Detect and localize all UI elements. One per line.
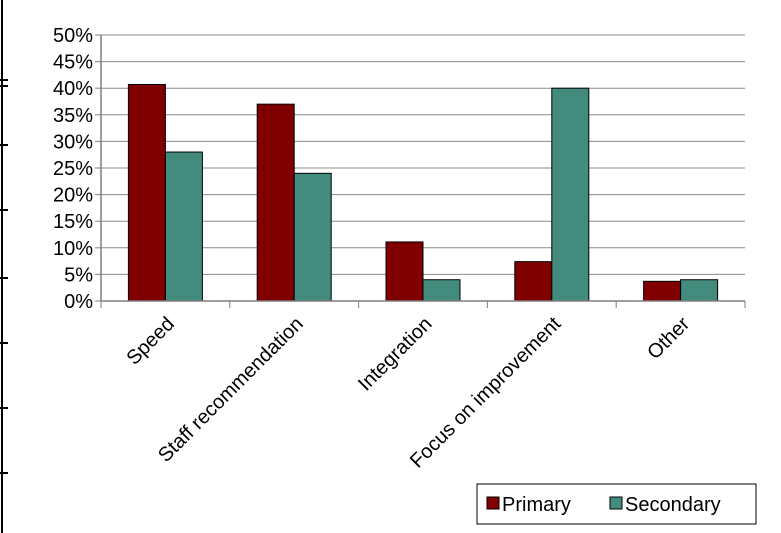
bar-secondary-4 — [680, 279, 719, 302]
bar-primary-3 — [514, 261, 553, 302]
y-tick-label: 5% — [64, 264, 93, 286]
y-axis-tick-labels: 0% 5% 10% 15% 20% 25% 30% 35% 40% 45% 50% — [53, 25, 101, 313]
category-label: Staff recommendation — [154, 313, 308, 467]
y-tick-label: 10% — [53, 238, 93, 260]
legend-label-secondary: Secondary — [625, 494, 721, 516]
gridlines — [101, 34, 745, 275]
y-tick-label: 0% — [64, 291, 93, 313]
left-edge-fragments — [0, 0, 8, 533]
y-tick-label: 35% — [53, 105, 93, 127]
y-tick-label: 40% — [53, 78, 93, 100]
bar-secondary-2 — [422, 279, 461, 302]
bar-secondary-1 — [293, 172, 332, 302]
legend-swatch-primary — [486, 496, 500, 510]
bar-primary-4 — [643, 280, 682, 302]
plot-area: 0% 5% 10% 15% 20% 25% 30% 35% 40% 45% 50% SpeedSta… — [53, 25, 746, 473]
legend-swatch-secondary — [609, 496, 623, 510]
y-tick-label: 50% — [53, 25, 93, 47]
bar-primary-0 — [127, 83, 166, 302]
y-tick-label: 45% — [53, 52, 93, 74]
bar-primary-2 — [385, 241, 424, 302]
bars — [127, 83, 719, 302]
category-label: Integration — [354, 313, 436, 395]
category-label: Other — [643, 313, 694, 364]
y-tick-label: 30% — [53, 131, 93, 153]
legend-label-primary: Primary — [502, 494, 571, 516]
bar-secondary-0 — [164, 151, 203, 302]
legend: Primary Secondary — [476, 483, 757, 525]
category-label: Speed — [122, 313, 178, 369]
x-axis-ticks — [100, 301, 746, 308]
y-tick-label: 15% — [53, 211, 93, 233]
bar-primary-1 — [256, 103, 295, 302]
bar-secondary-3 — [551, 87, 590, 302]
y-tick-label: 25% — [53, 158, 93, 180]
category-label: Focus on improvement — [406, 313, 566, 473]
y-tick-label: 20% — [53, 185, 93, 207]
